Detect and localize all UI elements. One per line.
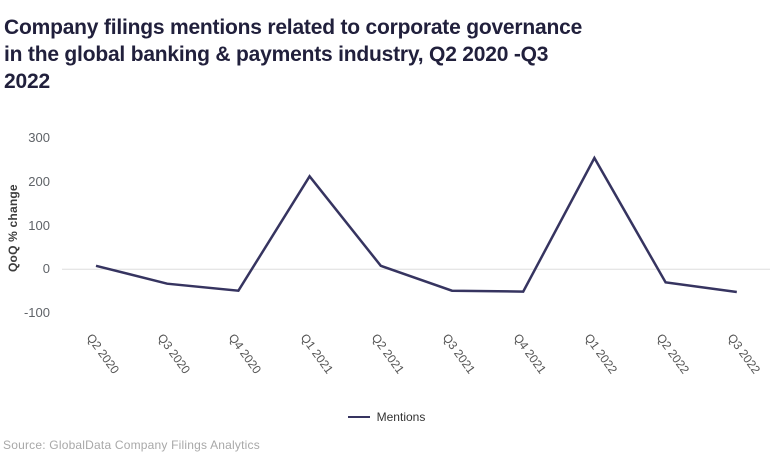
legend-line-swatch <box>347 416 370 418</box>
chart-legend: Mentions <box>0 410 773 424</box>
chart-title-line-3: 2022 <box>4 70 50 93</box>
chart-title-line-2: in the global banking & payments industr… <box>4 43 549 66</box>
source-attribution: Source: GlobalData Company Filings Analy… <box>3 438 260 452</box>
y-tick-label: 300 <box>28 130 50 146</box>
y-tick-label: 200 <box>28 174 50 189</box>
y-tick-label: -100 <box>23 304 50 320</box>
chart-title-line-1: Company filings mentions related to corp… <box>4 16 583 39</box>
mentions-line-series <box>95 155 737 294</box>
y-tick-label: 100 <box>28 217 50 233</box>
legend-label-mentions: Mentions <box>376 410 426 424</box>
chart-title: Company filings mentions related to corp… <box>4 14 744 95</box>
y-tick-label: 0 <box>42 261 50 277</box>
